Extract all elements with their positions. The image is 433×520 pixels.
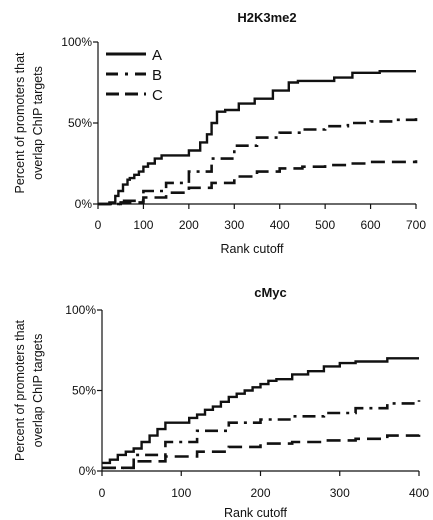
series-line-A (98, 70, 416, 206)
y-axis-label: Percent of promoters that (13, 319, 27, 461)
x-tick-label: 400 (270, 218, 290, 232)
chart-title: cMyc (254, 285, 287, 300)
x-axis-label: Rank cutoff (224, 506, 288, 520)
legend-label-C: C (152, 87, 163, 104)
legend-label-B: B (152, 67, 162, 84)
chart-2: cMyc 0 100 200 300 400 0% 50% 100% Rank cutoff Per… (13, 285, 429, 520)
x-tick-label: 300 (330, 486, 350, 500)
y-tick-label: 100% (65, 303, 96, 317)
y-tick-label: 100% (61, 35, 92, 49)
y-axis-label: overlap ChIP targets (31, 334, 45, 448)
series-line-C (98, 160, 418, 206)
x-tick-label: 0 (95, 218, 102, 232)
x-tick-label: 500 (315, 218, 335, 232)
x-tick-label: 600 (361, 218, 381, 232)
x-tick-label: 400 (409, 486, 429, 500)
x-tick-label: 0 (99, 486, 106, 500)
y-axis-label: overlap ChIP targets (31, 66, 45, 180)
series-line-B (98, 118, 418, 206)
legend: ABC (106, 47, 163, 104)
x-tick-label: 100 (133, 218, 153, 232)
series-line-A (102, 357, 419, 465)
y-tick-label: 0% (75, 197, 93, 211)
chart-1: H2K3me2 0 100 200 300 400 500 600 700 0% 50% 100% Ra… (13, 10, 426, 256)
legend-label-A: A (152, 47, 162, 64)
y-axis-label: Percent of promoters that (13, 52, 27, 194)
chart-title: H2K3me2 (237, 10, 296, 25)
y-tick-label: 0% (79, 464, 97, 478)
series-line-B (102, 400, 421, 470)
x-tick-label: 300 (224, 218, 244, 232)
x-tick-label: 200 (179, 218, 199, 232)
y-tick-label: 50% (68, 116, 92, 130)
x-tick-label: 200 (250, 486, 270, 500)
x-tick-label: 100 (171, 486, 191, 500)
x-tick-label: 700 (406, 218, 426, 232)
y-tick-label: 50% (72, 384, 96, 398)
x-axis-label: Rank cutoff (220, 242, 284, 256)
series-line-C (102, 434, 421, 470)
